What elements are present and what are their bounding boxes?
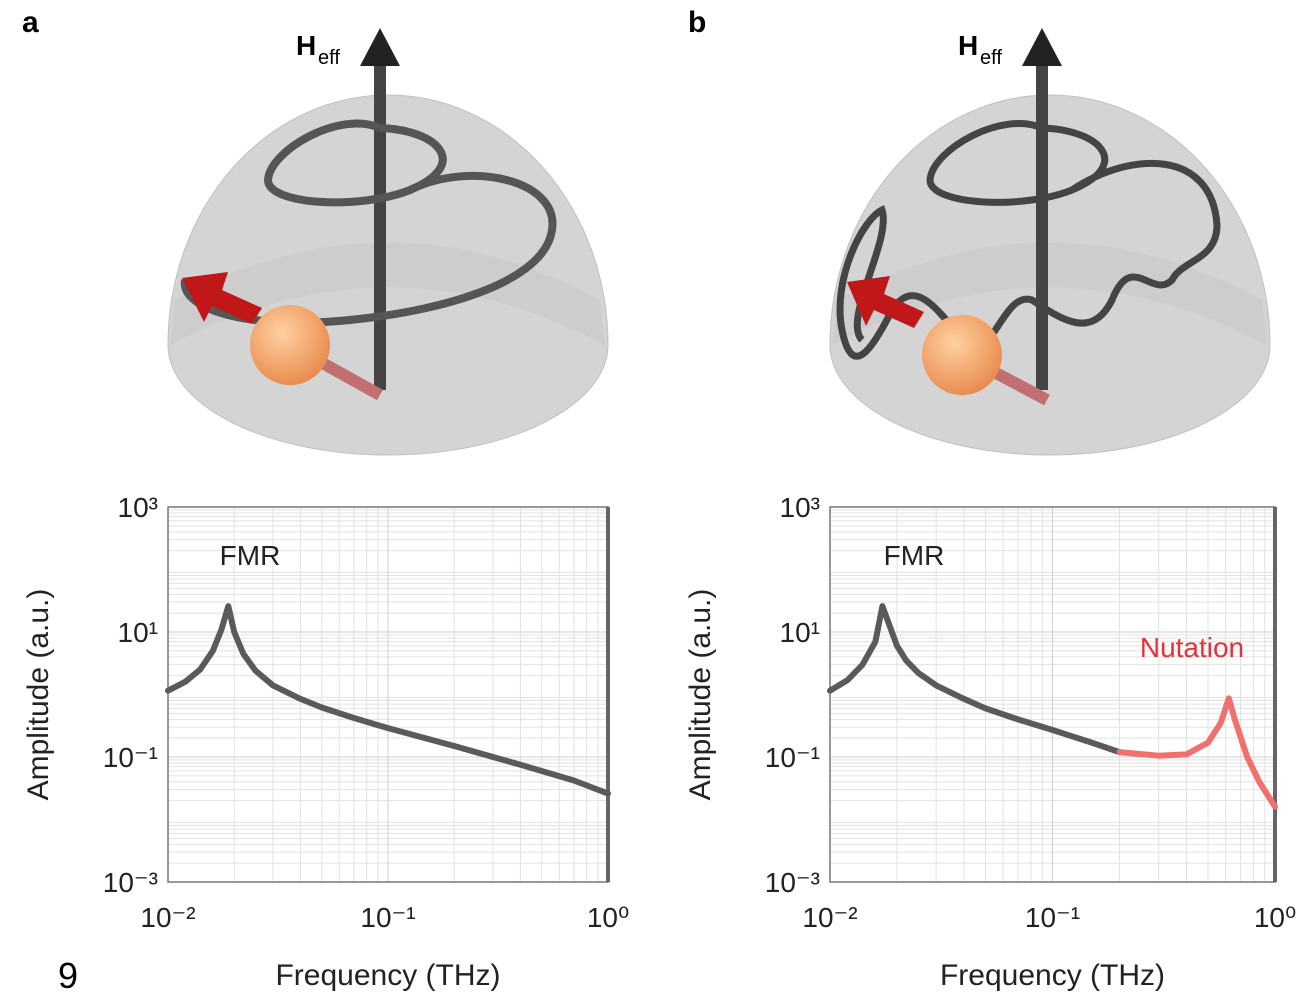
x-tick-label: 10⁻¹ xyxy=(360,902,415,933)
panel-label: b xyxy=(688,6,706,39)
spin xyxy=(250,305,330,385)
illustration xyxy=(829,28,1271,456)
arrow-head xyxy=(1022,28,1062,66)
y-tick-label: 10⁻¹ xyxy=(103,742,158,773)
field-subscript: eff xyxy=(980,47,1002,69)
annotation: Nutation xyxy=(1140,632,1244,663)
annotation: FMR xyxy=(884,540,945,571)
spin-arrow xyxy=(182,272,262,324)
y-tick-label: 10³ xyxy=(780,492,820,523)
spin-arrow xyxy=(847,276,924,328)
nutation-path xyxy=(836,120,1221,360)
x-tick-label: 10⁻² xyxy=(802,902,857,933)
x-tick-label: 10⁰ xyxy=(1254,902,1296,933)
y-tick-label: 10⁻¹ xyxy=(765,742,820,773)
shade xyxy=(170,242,605,345)
y-tick-label: 10⁻³ xyxy=(103,867,158,898)
x-tick-label: 10⁰ xyxy=(587,902,629,933)
annotation: FMR xyxy=(220,540,281,571)
field-symbol: H xyxy=(958,30,978,61)
line-series xyxy=(1116,695,1278,810)
arrow-head xyxy=(360,28,400,66)
y-tick-label: 10¹ xyxy=(780,617,820,648)
x-tick-label: 10⁻¹ xyxy=(1025,902,1080,933)
y-axis-label: Amplitude (a.u.) xyxy=(22,589,55,801)
y-tick-label: 10³ xyxy=(118,492,158,523)
line-series xyxy=(165,603,611,797)
page-number: 9 xyxy=(58,955,78,996)
y-tick-label: 10⁻³ xyxy=(765,867,820,898)
y-tick-label: 10¹ xyxy=(118,617,158,648)
y-axis-label: Amplitude (a.u.) xyxy=(684,589,717,801)
field-subscript: eff xyxy=(318,47,340,69)
panel-label: a xyxy=(22,6,39,39)
precession-path xyxy=(180,119,557,327)
x-tick-label: 10⁻² xyxy=(140,902,195,933)
field-symbol: H xyxy=(296,30,316,61)
spin xyxy=(922,315,1002,395)
line-series xyxy=(827,603,1123,756)
x-axis-label: Frequency (THz) xyxy=(940,959,1165,992)
x-axis-label: Frequency (THz) xyxy=(275,959,500,992)
illustration xyxy=(167,28,609,456)
shade xyxy=(832,242,1267,345)
